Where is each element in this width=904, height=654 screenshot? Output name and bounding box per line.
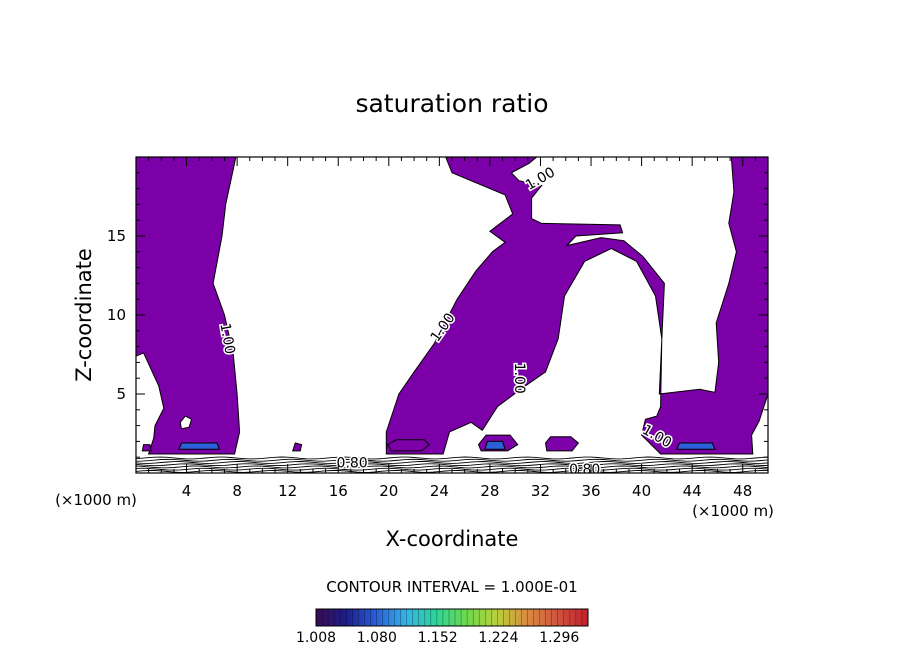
contour-region-moist-core-center <box>484 440 506 450</box>
colorbar-tick-label: 1.152 <box>418 630 458 646</box>
contour-value-label: 0.80 <box>337 456 368 472</box>
x-tick-label: 16 <box>329 482 348 500</box>
colorbar-tick-label: 1.008 <box>296 630 336 646</box>
plot-area: 1.00 1.001.001.001.000.80 0.80 <box>135 156 769 478</box>
chart-title: saturation ratio <box>355 89 548 118</box>
contour-line-unsaturated <box>136 458 768 462</box>
colorbar-tick-label: 1.296 <box>539 630 579 646</box>
colorbar-tick-label: 1.224 <box>478 630 518 646</box>
contour-line-unsaturated <box>136 465 768 469</box>
x-tick-label: 20 <box>379 482 398 500</box>
x-unit-right: (×1000 m) <box>692 502 774 520</box>
contour-interval-label: CONTOUR INTERVAL = 1.000E-01 <box>326 578 577 596</box>
x-tick-label: 24 <box>430 482 449 500</box>
y-axis-title: Z-coordinate <box>72 248 96 382</box>
colorbar-gradient <box>315 608 589 627</box>
x-tick-label: 48 <box>733 482 752 500</box>
contour-value-label: 1.00 <box>511 363 527 394</box>
x-tick-label: 40 <box>632 482 651 500</box>
contour-region-saturated-plume-center <box>385 157 768 455</box>
y-tick-label: 10 <box>107 306 126 324</box>
contour-region-saturated-patch-a <box>386 439 430 452</box>
contour-line-unsaturated <box>136 456 768 460</box>
contour-region-saturated-patch-c <box>544 436 580 452</box>
contour-region-moist-core-left <box>178 442 221 450</box>
x-tick-label: 28 <box>480 482 499 500</box>
contour-line-unsaturated <box>136 461 768 464</box>
x-tick-label: 44 <box>683 482 702 500</box>
contour-region-moist-core-right <box>676 442 716 450</box>
colorbar-tick-label: 1.080 <box>357 630 397 646</box>
x-unit-left: (×1000 m) <box>55 491 137 509</box>
contour-line-unsaturated <box>136 467 768 471</box>
y-tick-label: 15 <box>107 227 126 245</box>
x-tick-label: 12 <box>278 482 297 500</box>
contour-region-saturated-plume-left <box>136 157 241 455</box>
colorbar: 1.008 1.080 1.152 1.224 1.296 <box>296 608 589 646</box>
x-tick-label: 32 <box>531 482 550 500</box>
contour-region-saturated-speck-d <box>292 442 303 452</box>
contour-line-unsaturated <box>136 463 768 467</box>
x-tick-label: 36 <box>581 482 600 500</box>
x-axis-title: X-coordinate <box>386 527 519 551</box>
x-axis: 4 8 12 16 20 24 28 32 36 40 44 48 <box>148 157 756 500</box>
y-tick-label: 5 <box>116 385 126 403</box>
x-tick-label: 8 <box>232 482 242 500</box>
contour-value-label: 0.80 <box>569 462 600 478</box>
contour-region-saturated-speck-e <box>141 444 152 452</box>
contour-region-subsaturated-hole <box>179 415 193 430</box>
x-tick-label: 4 <box>182 482 192 500</box>
y-axis: 5 10 15 <box>107 172 768 458</box>
